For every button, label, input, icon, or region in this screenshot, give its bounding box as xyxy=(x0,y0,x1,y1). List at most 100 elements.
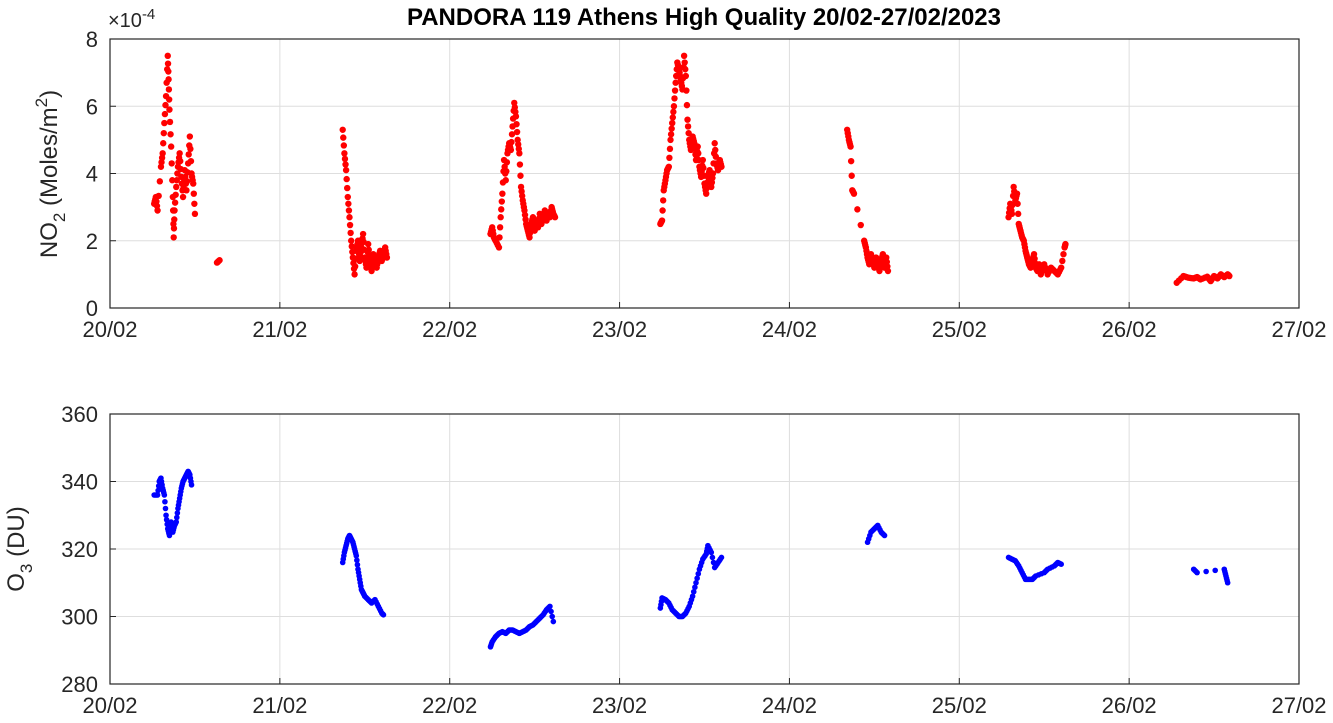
no2-data-point xyxy=(1062,240,1069,248)
o3-x-tick-label: 24/02 xyxy=(762,693,817,718)
no2-data-point xyxy=(347,237,355,244)
no2-data-point xyxy=(666,154,673,162)
no2-y-tick-label: 6 xyxy=(86,94,98,119)
o3-data-point xyxy=(173,519,180,525)
o3-data-point xyxy=(162,505,169,512)
o3-data-point xyxy=(692,584,698,591)
no2-data-point xyxy=(508,131,516,138)
o3-data-point xyxy=(188,482,195,488)
no2-data-point xyxy=(170,225,178,232)
o3-data-point xyxy=(161,492,168,498)
o3-data-point xyxy=(693,579,699,586)
no2-data-point xyxy=(1008,210,1016,218)
o3-x-tick-label: 26/02 xyxy=(1102,693,1157,718)
no2-data-point xyxy=(364,240,372,248)
no2-data-point xyxy=(342,161,349,168)
no2-data-point xyxy=(668,125,675,132)
no2-data-point xyxy=(498,198,506,205)
no2-data-point xyxy=(658,217,666,224)
no2-data-point xyxy=(682,66,689,73)
no2-data-point xyxy=(498,206,505,213)
no2-data-point xyxy=(683,101,691,109)
no2-data-point xyxy=(169,177,176,184)
no2-y-tick-label: 0 xyxy=(86,296,98,321)
no2-data-point xyxy=(680,52,688,60)
no2-data-point xyxy=(165,96,173,103)
o3-data-point xyxy=(881,532,888,539)
no2-data-point xyxy=(857,221,864,229)
no2-data-point xyxy=(847,157,855,165)
no2-y-tick-label: 2 xyxy=(86,229,98,254)
no2-data-point xyxy=(172,191,179,198)
no2-data-point xyxy=(368,267,375,275)
no2-data-point xyxy=(191,200,198,207)
o3-data-point xyxy=(690,588,697,595)
no2-data-point xyxy=(1060,251,1067,258)
no2-data-point xyxy=(507,146,515,154)
no2-data-point xyxy=(216,257,223,264)
no2-data-point xyxy=(659,207,666,214)
no2-data-point xyxy=(496,224,504,231)
no2-data-point xyxy=(160,140,167,147)
no2-data-point xyxy=(683,87,690,94)
no2-series xyxy=(150,52,1233,286)
no2-data-point xyxy=(699,156,707,164)
no2-data-point xyxy=(171,216,178,223)
o3-y-tick-label: 300 xyxy=(61,605,98,630)
o3-data-point xyxy=(174,510,181,516)
o3-data-point xyxy=(547,603,553,610)
o3-data-point xyxy=(1194,569,1200,576)
no2-x-tick-label: 25/02 xyxy=(932,317,987,342)
no2-data-point xyxy=(156,178,164,185)
no2-data-point xyxy=(176,150,183,157)
no2-data-point xyxy=(1058,264,1065,271)
no2-data-point xyxy=(351,271,358,278)
no2-data-point xyxy=(681,59,688,66)
o3-data-point xyxy=(174,514,180,521)
no2-data-point xyxy=(847,143,854,150)
no2-data-point xyxy=(183,187,190,194)
no2-x-tick-label: 21/02 xyxy=(252,317,307,342)
no2-data-point xyxy=(718,163,725,170)
o3-data-point xyxy=(353,552,360,559)
no2-data-point xyxy=(671,87,679,94)
no2-data-point xyxy=(667,136,674,144)
no2-data-point xyxy=(173,177,181,184)
o3-y-tick-label: 320 xyxy=(61,537,98,562)
no2-data-point xyxy=(383,254,391,261)
o3-data-point xyxy=(163,512,169,519)
o3-data-point xyxy=(695,570,702,577)
o3-data-point xyxy=(155,487,161,494)
no2-data-point xyxy=(496,234,503,241)
no2-data-point xyxy=(346,221,354,229)
o3-data-point xyxy=(354,561,361,568)
no2-data-point xyxy=(177,157,184,165)
no2-data-point xyxy=(341,155,349,163)
no2-data-point xyxy=(1014,200,1021,207)
o3-data-point xyxy=(549,613,555,620)
no2-y-axis-label: NO2 (Moles/m2) xyxy=(32,90,69,258)
no2-data-point xyxy=(342,166,350,174)
o3-data-point xyxy=(380,612,387,618)
no2-data-point xyxy=(666,145,674,153)
no2-data-point xyxy=(848,172,855,179)
o3-data-point xyxy=(708,549,715,556)
no2-x-tick-label: 24/02 xyxy=(762,317,817,342)
no2-data-point xyxy=(161,110,169,118)
no2-data-point xyxy=(671,95,678,102)
o3-data-point xyxy=(1203,568,1209,575)
no2-data-point xyxy=(167,131,174,138)
no2-data-point xyxy=(348,243,355,250)
no2-data-point xyxy=(159,150,166,157)
no2-data-point xyxy=(672,79,679,86)
no2-data-point xyxy=(162,101,169,109)
no2-data-point xyxy=(497,214,504,221)
no2-data-point xyxy=(340,142,348,149)
no2-data-point xyxy=(165,76,172,83)
o3-data-point xyxy=(354,557,360,564)
no2-data-point xyxy=(516,161,524,168)
no2-data-point xyxy=(1013,190,1021,197)
no2-data-point xyxy=(503,159,511,166)
no2-data-point xyxy=(164,52,171,60)
